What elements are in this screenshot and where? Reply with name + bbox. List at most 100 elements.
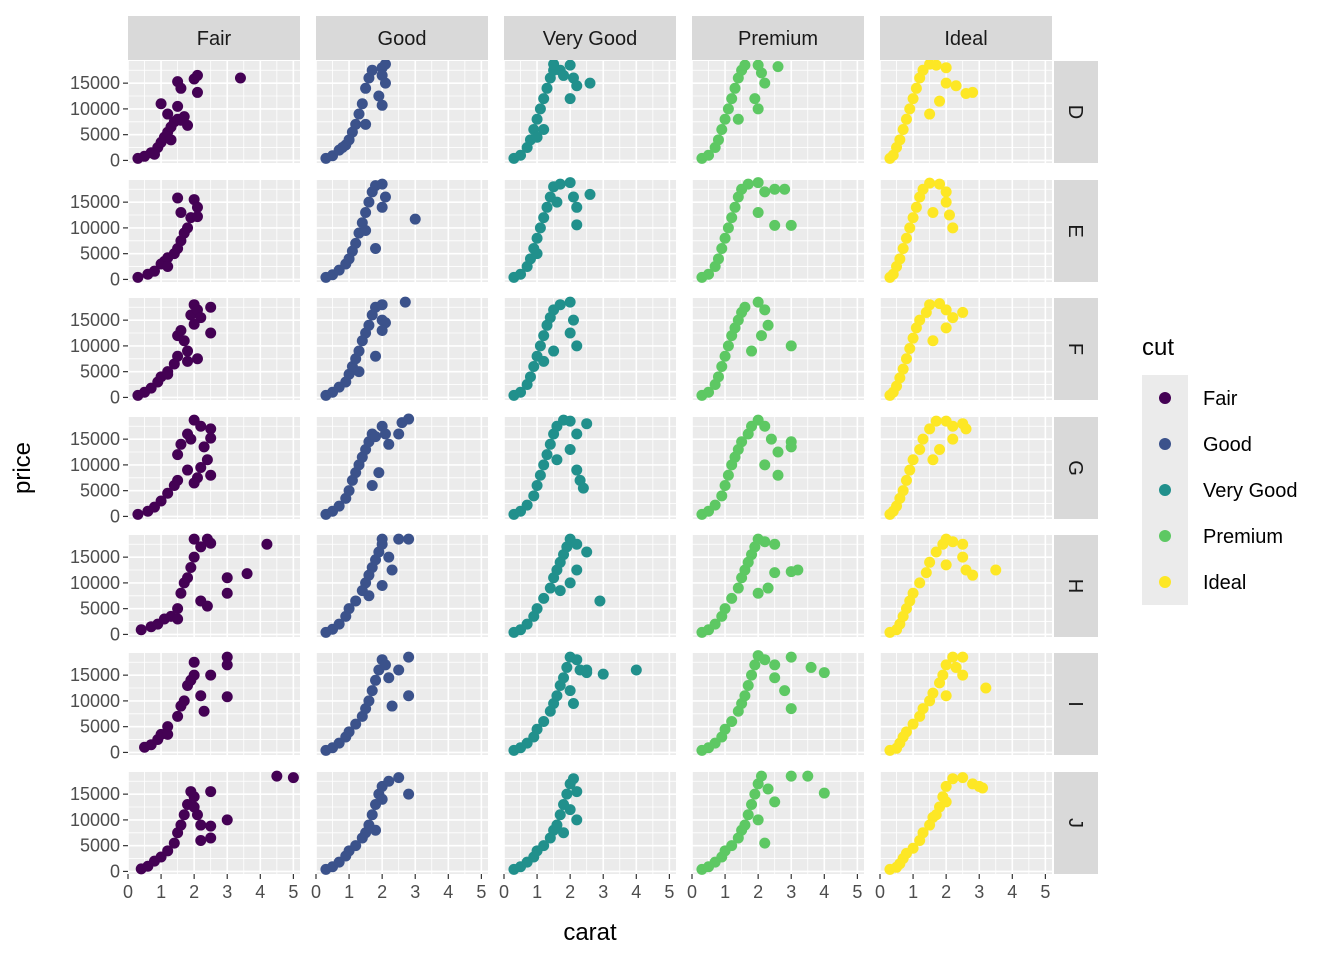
x-tick-label: 4	[1007, 882, 1017, 902]
data-point	[360, 118, 372, 130]
data-point	[729, 82, 741, 94]
data-point	[749, 788, 761, 800]
data-point	[515, 149, 527, 161]
data-point	[739, 690, 751, 702]
data-point	[940, 186, 952, 198]
x-tick-label: 5	[1040, 882, 1050, 902]
points-premium-h	[696, 533, 804, 638]
data-point	[521, 618, 533, 630]
data-point	[353, 108, 365, 120]
data-point	[515, 386, 527, 398]
axes-layer: 0500010000150000500010000150000500010000…	[70, 73, 1050, 902]
data-point	[752, 296, 764, 308]
x-tick-label: 0	[687, 882, 697, 902]
x-tick-label: 2	[941, 882, 951, 902]
y-tick-label: 5000	[80, 362, 120, 382]
data-point	[967, 86, 979, 98]
data-point	[759, 536, 771, 548]
data-point	[571, 340, 583, 352]
column-strip	[128, 16, 300, 60]
data-point	[363, 196, 375, 208]
data-point	[722, 469, 734, 481]
data-point	[195, 312, 207, 324]
data-point	[726, 212, 738, 224]
data-point	[742, 679, 754, 691]
data-point	[712, 253, 724, 265]
y-tick-label: 5000	[80, 717, 120, 737]
data-point	[195, 461, 207, 473]
data-point	[534, 469, 546, 481]
data-point	[934, 95, 946, 107]
data-point	[746, 669, 758, 681]
data-point	[403, 690, 415, 702]
data-point	[759, 77, 771, 89]
data-point	[977, 782, 989, 794]
data-point	[172, 192, 184, 204]
data-point	[897, 363, 909, 375]
data-point	[957, 651, 969, 663]
points-ideal-f	[884, 298, 969, 401]
data-point	[900, 232, 912, 244]
x-tick-label: 3	[786, 882, 796, 902]
data-point	[930, 415, 942, 427]
data-point	[752, 177, 764, 189]
data-point	[940, 559, 952, 571]
data-point	[703, 149, 715, 161]
points-ideal-i	[884, 651, 992, 756]
data-point	[551, 690, 563, 702]
legend: cut Fair Good Very Good Premium Ideal	[1142, 334, 1298, 605]
data-point	[393, 664, 405, 676]
data-point	[907, 454, 919, 466]
data-point	[719, 350, 731, 362]
data-point	[703, 386, 715, 398]
data-point	[779, 685, 791, 697]
data-point	[191, 69, 203, 81]
data-point	[947, 420, 959, 432]
legend-key-ideal	[1159, 576, 1171, 588]
data-point	[521, 499, 533, 511]
y-tick-label: 0	[110, 269, 120, 289]
column-strip-label: Fair	[197, 28, 232, 50]
x-tick-label: 0	[123, 882, 133, 902]
data-point	[234, 72, 246, 84]
data-point	[350, 595, 362, 607]
data-point	[927, 206, 939, 218]
row-strip	[1054, 61, 1098, 163]
data-point	[376, 533, 388, 545]
data-point	[221, 691, 233, 703]
x-tick-label: 2	[189, 882, 199, 902]
column-strip-label: Very Good	[543, 28, 638, 50]
points-ideal-g	[884, 415, 972, 520]
data-point	[558, 69, 570, 81]
data-point	[182, 222, 194, 234]
data-point	[538, 592, 550, 604]
data-point	[528, 490, 540, 502]
data-point	[584, 77, 596, 89]
data-point	[742, 809, 754, 821]
legend-label: Very Good	[1203, 480, 1298, 502]
data-point	[752, 103, 764, 115]
data-point	[205, 820, 217, 832]
y-tick-label: 10000	[70, 99, 120, 119]
y-tick-label: 0	[110, 742, 120, 762]
data-point	[379, 191, 391, 203]
y-tick-label: 0	[110, 861, 120, 881]
data-point	[769, 567, 781, 579]
data-point	[712, 371, 724, 383]
x-tick-label: 3	[410, 882, 420, 902]
data-point	[722, 103, 734, 115]
data-point	[172, 350, 184, 362]
data-point	[350, 718, 362, 730]
panel-very-good-g	[503, 417, 676, 519]
data-point	[716, 361, 728, 373]
data-point	[185, 433, 197, 445]
data-point	[531, 723, 543, 735]
data-point	[752, 587, 764, 599]
x-axis-title: carat	[563, 919, 617, 946]
data-point	[376, 299, 388, 311]
data-point	[940, 690, 952, 702]
data-point	[571, 814, 583, 826]
data-point	[726, 840, 738, 852]
data-point	[712, 134, 724, 146]
data-point	[205, 469, 217, 481]
